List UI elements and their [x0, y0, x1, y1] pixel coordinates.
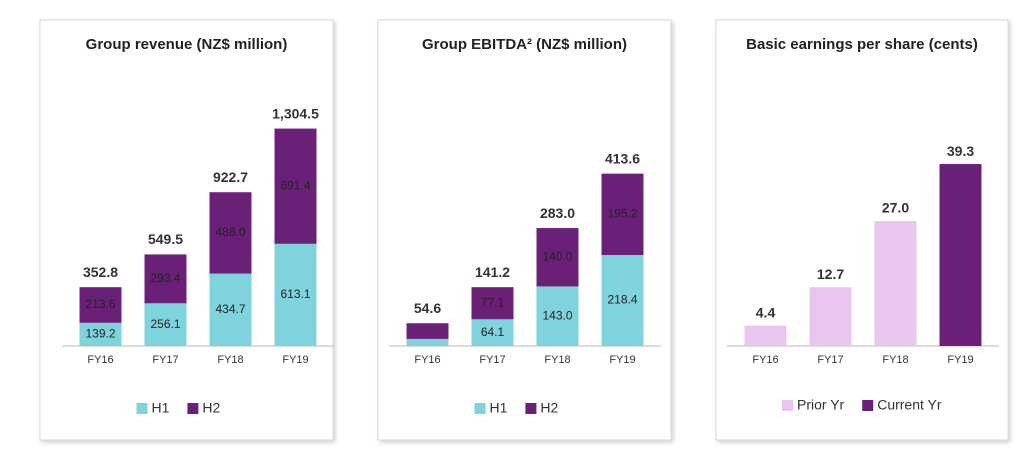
- bar-segment: [274, 128, 317, 244]
- x-tick-label: FY16: [752, 354, 778, 366]
- data-label: 39.3: [947, 143, 974, 159]
- data-label: 213.6: [85, 297, 115, 311]
- legend-label: Prior Yr: [797, 397, 845, 413]
- chart-title: Group EBITDA² (NZ$ million): [422, 36, 627, 53]
- bar-segment: [209, 273, 252, 346]
- bar: [939, 164, 982, 346]
- bar-segment: [471, 287, 514, 320]
- bar: [874, 221, 917, 346]
- total-label: 1,304.5: [272, 105, 319, 121]
- bar-segment: [144, 254, 187, 304]
- data-label: 27.0: [882, 200, 909, 216]
- x-tick-label: FY18: [217, 354, 243, 366]
- bar-segment: [209, 192, 252, 274]
- chart-title: Group revenue (NZ$ million): [86, 36, 288, 53]
- bar: [744, 325, 787, 346]
- total-label: 283.0: [540, 205, 575, 221]
- legend-label: H2: [540, 400, 558, 416]
- data-label: 12.7: [817, 266, 844, 282]
- bar-segment: [274, 243, 317, 346]
- data-label: 434.7: [215, 302, 245, 316]
- data-label: 64.1: [481, 325, 505, 339]
- data-label: 77.1: [481, 295, 505, 309]
- data-label: 613.1: [280, 287, 310, 301]
- legend-swatch: [474, 403, 486, 414]
- x-tick-label: FY17: [152, 354, 178, 366]
- legend-label: H1: [152, 400, 170, 416]
- x-tick-label: FY16: [414, 354, 440, 366]
- x-tick-label: FY17: [817, 354, 843, 366]
- data-label: 691.4: [280, 178, 310, 192]
- legend-label: Current Yr: [877, 397, 942, 413]
- total-label: 922.7: [213, 169, 248, 185]
- x-tick-label: FY17: [479, 354, 505, 366]
- bar-segment: [144, 303, 187, 346]
- legend-swatch: [187, 403, 199, 414]
- total-label: 352.8: [83, 264, 118, 280]
- bar-segment: [406, 338, 449, 346]
- legend-label: H1: [490, 400, 508, 416]
- data-label: 488.0: [215, 225, 245, 239]
- x-tick-label: FY18: [882, 354, 908, 366]
- x-tick-label: FY19: [947, 354, 973, 366]
- bar-segment: [79, 322, 122, 346]
- bar-segment: [601, 255, 644, 346]
- data-label: 139.2: [85, 327, 115, 341]
- x-tick-label: FY18: [544, 354, 570, 366]
- legend-swatch: [782, 400, 793, 411]
- legend-swatch: [862, 400, 874, 411]
- bar-segment: [79, 287, 122, 323]
- bar-segment: [471, 319, 514, 346]
- x-tick-label: FY16: [87, 354, 113, 366]
- bar-segment: [406, 323, 449, 339]
- total-label: 141.2: [475, 264, 510, 280]
- data-label: 218.4: [607, 293, 637, 307]
- total-label: 413.6: [605, 150, 640, 166]
- legend-label: H2: [202, 400, 220, 416]
- total-label: 549.5: [148, 231, 183, 247]
- data-label: 143.0: [542, 308, 572, 322]
- data-label: 4.4: [756, 304, 776, 320]
- bar-segment: [536, 228, 579, 287]
- data-label: 195.2: [607, 207, 637, 221]
- x-tick-label: FY19: [609, 354, 635, 366]
- data-label: 140.0: [542, 249, 572, 263]
- legend-swatch: [136, 403, 148, 414]
- chart-title: Basic earnings per share (cents): [746, 36, 978, 53]
- total-label: 54.6: [414, 300, 441, 316]
- data-label: 256.1: [150, 317, 180, 331]
- x-tick-label: FY19: [282, 354, 308, 366]
- bar-segment: [601, 173, 644, 255]
- legend-swatch: [525, 403, 537, 414]
- bar-segment: [536, 286, 579, 346]
- data-label: 293.4: [150, 271, 180, 285]
- bar: [809, 287, 852, 346]
